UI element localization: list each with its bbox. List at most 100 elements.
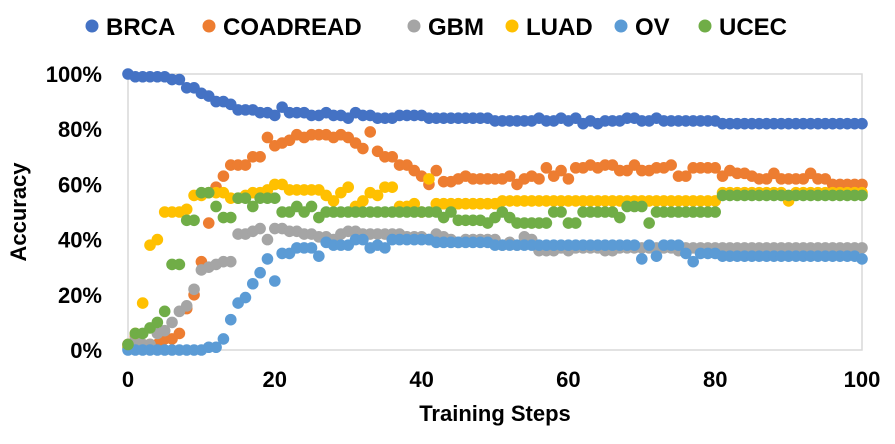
legend-item-brca: BRCA xyxy=(85,14,175,41)
point-ov-13 xyxy=(217,333,230,345)
point-coadread-11 xyxy=(202,217,215,229)
legend-marker-ucec xyxy=(698,19,712,33)
legend-item-gbm: GBM xyxy=(407,14,484,41)
series-brca xyxy=(122,68,868,130)
legend-marker-brca xyxy=(85,19,99,33)
plot-area xyxy=(127,73,863,351)
point-ov-14 xyxy=(224,313,237,326)
point-gbm-8 xyxy=(180,300,193,312)
point-coadread-19 xyxy=(261,131,274,144)
point-gbm-18 xyxy=(254,222,266,235)
legend-label-ov: OV xyxy=(635,14,670,41)
point-ucec-70 xyxy=(636,200,648,213)
point-ucec-25 xyxy=(305,200,318,213)
point-gbm-9 xyxy=(188,283,200,296)
point-coadread-76 xyxy=(680,170,692,182)
point-ov-72 xyxy=(650,250,663,262)
point-brca-20 xyxy=(269,109,281,122)
point-ucec-11 xyxy=(202,186,215,199)
point-ov-25 xyxy=(305,242,318,254)
plot-border xyxy=(127,73,863,351)
x-axis-ticks: 0 20 40 60 80 100 xyxy=(122,367,880,392)
y-axis-ticks: 0% 20% 40% 60% 80% 100% xyxy=(46,62,102,363)
legend-item-ucec: UCEC xyxy=(698,14,787,41)
point-ov-17 xyxy=(246,277,259,290)
point-coadread-18 xyxy=(254,151,266,163)
point-coadread-80 xyxy=(709,162,721,174)
x-tick-label-80: 80 xyxy=(703,367,727,392)
point-ucec-12 xyxy=(210,200,222,213)
x-axis-title: Training Steps xyxy=(419,401,571,426)
point-ov-75 xyxy=(672,239,685,251)
point-coadread-36 xyxy=(386,151,399,163)
point-ov-12 xyxy=(210,341,222,354)
point-coadread-56 xyxy=(533,173,545,185)
point-brca-100 xyxy=(856,117,868,130)
point-ov-77 xyxy=(687,255,699,268)
point-ucec-17 xyxy=(246,200,259,213)
y-tick-label-80: 80% xyxy=(58,117,102,142)
point-luad-8 xyxy=(180,203,193,216)
y-tick-label-60: 60% xyxy=(58,172,102,197)
point-ov-18 xyxy=(254,266,266,279)
point-ucec-67 xyxy=(613,211,626,224)
point-coadread-60 xyxy=(562,173,575,185)
x-tick-label-60: 60 xyxy=(556,367,580,392)
point-gbm-14 xyxy=(224,255,237,268)
legend-label-gbm: GBM xyxy=(428,14,484,41)
point-ov-32 xyxy=(357,233,369,246)
point-luad-32 xyxy=(357,195,369,207)
point-ov-70 xyxy=(636,253,648,265)
legend-marker-coadread xyxy=(202,19,216,33)
point-gbm-5 xyxy=(158,324,171,337)
legend-marker-gbm xyxy=(407,19,421,33)
point-ov-71 xyxy=(643,239,655,251)
point-ucec-9 xyxy=(188,214,200,227)
point-gbm-6 xyxy=(166,316,178,329)
point-luad-41 xyxy=(423,173,435,185)
point-coadread-57 xyxy=(540,162,553,174)
point-ov-26 xyxy=(313,250,325,262)
point-brca-7 xyxy=(173,73,186,86)
y-tick-label-0: 0% xyxy=(70,338,102,363)
point-gbm-19 xyxy=(261,233,274,246)
point-ov-20 xyxy=(269,275,281,287)
point-ov-76 xyxy=(680,247,692,260)
x-tick-label-20: 20 xyxy=(263,367,287,392)
legend-item-ov: OV xyxy=(614,14,670,41)
point-ov-35 xyxy=(379,242,391,254)
legend: BRCA COADREAD GBM LUAD OV UCEC xyxy=(85,14,787,41)
point-coadread-33 xyxy=(364,126,377,138)
point-luad-34 xyxy=(371,189,384,202)
point-coadread-13 xyxy=(217,170,230,182)
point-ucec-100 xyxy=(856,189,868,202)
series-ucec xyxy=(122,186,868,351)
point-ucec-59 xyxy=(555,206,567,218)
series-ov xyxy=(122,233,868,356)
legend-marker-luad xyxy=(505,19,519,33)
legend-item-coadread: COADREAD xyxy=(202,14,362,41)
series-coadread xyxy=(122,126,868,351)
legend-label-luad: LUAD xyxy=(526,14,593,41)
x-tick-label-40: 40 xyxy=(409,367,433,392)
point-coadread-52 xyxy=(503,170,516,182)
point-coadread-32 xyxy=(357,142,369,155)
y-axis-title: Accuracy xyxy=(6,162,31,262)
point-ucec-0 xyxy=(122,338,134,351)
point-coadread-7 xyxy=(173,327,186,340)
point-ov-19 xyxy=(261,253,274,265)
point-coadread-59 xyxy=(555,164,567,177)
legend-label-coadread: COADREAD xyxy=(223,14,362,41)
y-tick-label-20: 20% xyxy=(58,283,102,308)
point-ucec-44 xyxy=(445,206,457,218)
point-ucec-61 xyxy=(569,217,582,229)
point-luad-2 xyxy=(136,297,149,309)
point-ov-16 xyxy=(239,291,252,304)
data-points xyxy=(122,68,868,356)
point-luad-39 xyxy=(408,197,421,210)
point-luad-30 xyxy=(342,181,355,193)
x-tick-label-100: 100 xyxy=(844,367,881,392)
point-ov-100 xyxy=(856,253,868,265)
point-coadread-16 xyxy=(239,159,252,171)
